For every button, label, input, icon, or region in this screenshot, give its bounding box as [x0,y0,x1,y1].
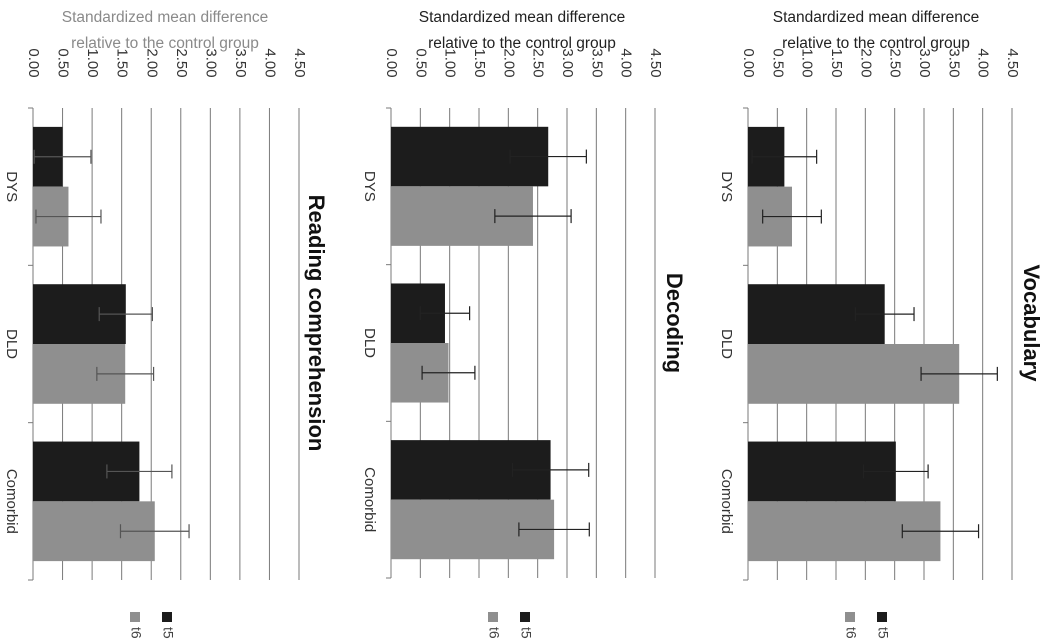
tick-label: 4.50 [647,48,664,77]
category-label: DLD [718,329,735,359]
tick-label: 3.50 [945,48,962,77]
legend-swatch-t5 [877,612,887,622]
tick-label: 4.50 [1004,48,1021,77]
tick-label: 3.50 [588,48,605,77]
panel-reading-comprehension: 0.00 0.50 1.00 1.50 2.00 2.50 3.00 3.50 4.00 4.50… [3,9,329,639]
legend-swatch-t6 [488,612,498,622]
category-label: DYS [361,171,378,202]
tick-label: 3.00 [559,48,576,77]
category-label: DYS [718,171,735,202]
legend-label-t5: t5 [160,627,176,639]
panel-decoding: 0.00 0.50 1.00 1.50 2.00 2.50 3.00 3.50 4.00 4.50… [361,9,687,639]
tick-label: 0.00 [383,48,400,77]
axis-label: Standardized mean difference [773,9,980,26]
legend-swatch-t5 [162,612,172,622]
panel-title: Vocabulary [1019,265,1041,383]
axis-label: relative to the control group [782,35,970,52]
axis-label: relative to the control group [428,35,616,52]
tick-label: 1.50 [114,48,131,77]
tick-label: 1.50 [471,48,488,77]
tick-label: 3.00 [916,48,933,77]
tick-label: 2.50 [887,48,904,77]
tick-label: 1.00 [442,48,459,77]
legend-swatch-t5 [520,612,530,622]
tick-label: 0.50 [412,48,429,77]
tick-label: 0.50 [55,48,72,77]
legend: t5 t6 [486,612,534,639]
tick-label: 3.50 [232,48,249,77]
legend-label-t5: t5 [875,627,891,639]
tick-label: 4.50 [291,48,308,77]
axis-label: relative to the control group [71,35,259,52]
tick-label: 4.00 [618,48,635,77]
tick-label: 1.00 [84,48,101,77]
axis-label: Standardized mean difference [62,9,269,26]
category-label: DYS [3,171,20,202]
tick-label: 1.50 [828,48,845,77]
category-label: DLD [361,328,378,358]
legend-label-t6: t6 [486,627,502,639]
legend-label-t6: t6 [843,627,859,639]
tick-label: 2.50 [173,48,190,77]
tick-label: 3.00 [202,48,219,77]
legend-label-t6: t6 [128,627,144,639]
tick-label: 1.00 [799,48,816,77]
legend-label-t5: t5 [518,627,534,639]
category-label: Comorbid [361,467,378,532]
category-label: Comorbid [3,469,20,534]
legend-swatch-t6 [130,612,140,622]
tick-label: 2.00 [500,48,517,77]
category-label: DLD [3,329,20,359]
panel-title: Reading comprehension [304,195,329,452]
tick-label: 0.00 [740,48,757,77]
tick-label: 2.50 [530,48,547,77]
legend: t5 t6 [128,612,176,639]
tick-label: 4.00 [975,48,992,77]
legend: t5 t6 [843,612,891,639]
category-label: Comorbid [718,469,735,534]
legend-swatch-t6 [845,612,855,622]
panel-title: Decoding [662,273,687,373]
tick-label: 2.00 [143,48,160,77]
panel-vocabulary: 0.00 0.50 1.00 1.50 2.00 2.50 3.00 3.50 4.00 4.50… [718,9,1041,639]
tick-label: 0.00 [25,48,42,77]
axis-label: Standardized mean difference [419,9,626,26]
tick-label: 4.00 [261,48,278,77]
tick-label: 0.50 [769,48,786,77]
tick-label: 2.00 [857,48,874,77]
